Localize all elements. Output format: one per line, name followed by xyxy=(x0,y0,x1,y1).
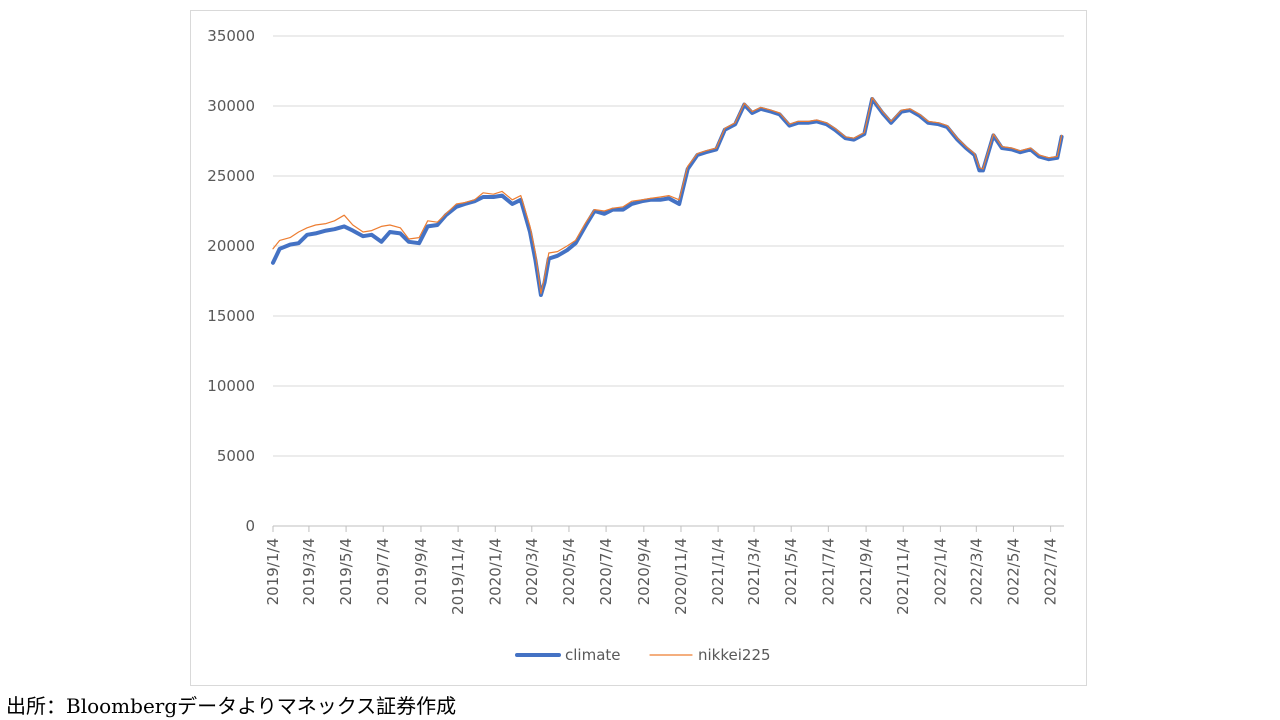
x-axis-tick-labels: 2019/1/4 2019/3/4 2019/5/4 2019/7/4 2019/9/4… xyxy=(264,538,1060,615)
x-tick-label: 2019/5/4 xyxy=(337,538,355,605)
x-tick-label: 2020/1/4 xyxy=(486,538,504,605)
y-axis-tick-labels: 0 5000 10000 15000 20000 25000 30000 35000 xyxy=(207,27,255,535)
y-tick-label: 0 xyxy=(245,517,255,535)
x-tick-label: 2021/3/4 xyxy=(745,538,763,605)
y-tick-label: 35000 xyxy=(207,27,255,45)
x-tick-label: 2022/3/4 xyxy=(967,538,985,605)
chart-frame: 0 5000 10000 15000 20000 25000 30000 35000 2019… xyxy=(190,10,1087,686)
x-tick-label: 2019/1/4 xyxy=(264,538,282,605)
series-line-climate xyxy=(271,97,1064,297)
x-tick-label: 2021/9/4 xyxy=(857,538,875,605)
x-tick-label: 2020/9/4 xyxy=(635,538,653,605)
x-axis xyxy=(272,525,1064,532)
x-tick-label: 2020/3/4 xyxy=(523,538,541,605)
x-tick-label: 2021/5/4 xyxy=(782,538,800,605)
series-line-nikkei225 xyxy=(272,96,1063,295)
x-tick-label: 2021/1/4 xyxy=(709,538,727,605)
x-tick-label: 2019/11/4 xyxy=(449,538,467,615)
legend-label-climate: climate xyxy=(565,646,621,664)
gridlines xyxy=(273,35,1064,457)
x-tick-label: 2020/11/4 xyxy=(672,538,690,615)
legend: climate nikkei225 xyxy=(515,646,771,664)
x-tick-label: 2021/7/4 xyxy=(819,538,837,605)
y-tick-label: 20000 xyxy=(207,237,255,255)
x-tick-label: 2022/5/4 xyxy=(1004,538,1022,605)
x-tick-label: 2019/3/4 xyxy=(300,538,318,605)
y-tick-label: 5000 xyxy=(217,447,255,465)
x-tick-label: 2022/1/4 xyxy=(931,538,949,605)
x-tick-label: 2022/7/4 xyxy=(1042,538,1060,605)
x-tick-label: 2019/7/4 xyxy=(374,538,392,605)
x-tick-label: 2019/9/4 xyxy=(412,538,430,605)
y-tick-label: 15000 xyxy=(207,307,255,325)
y-tick-label: 30000 xyxy=(207,97,255,115)
line-chart: 0 5000 10000 15000 20000 25000 30000 35000 2019… xyxy=(207,27,1064,664)
y-tick-label: 25000 xyxy=(207,167,255,185)
source-note: 出所：Bloombergデータよりマネックス証券作成 xyxy=(6,694,457,718)
legend-label-nikkei225: nikkei225 xyxy=(698,646,771,664)
x-tick-label: 2021/11/4 xyxy=(894,538,912,615)
x-tick-label: 2020/7/4 xyxy=(597,538,615,605)
y-tick-label: 10000 xyxy=(207,377,255,395)
x-tick-label: 2020/5/4 xyxy=(560,538,578,605)
series-lines xyxy=(271,96,1064,297)
